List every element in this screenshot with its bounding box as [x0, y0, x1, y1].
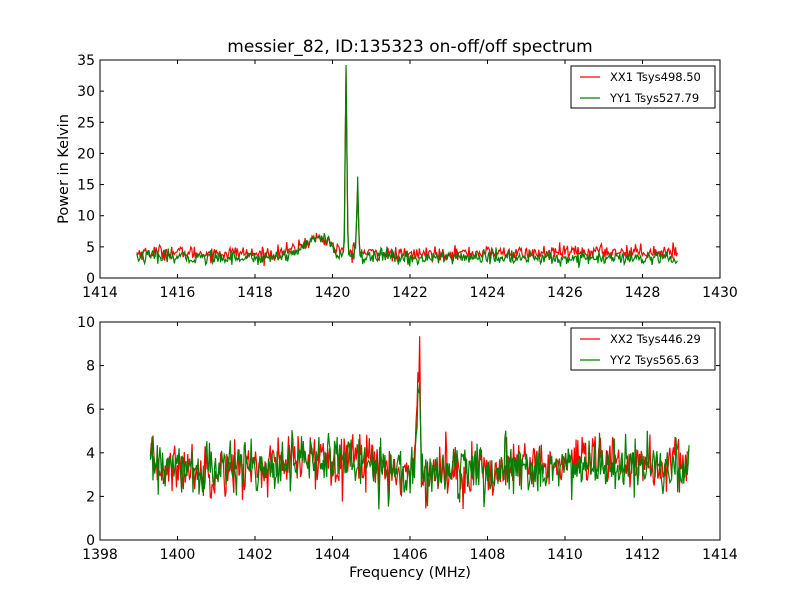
y-tick-label: 15 [77, 178, 95, 194]
y-tick-label: 10 [77, 315, 95, 331]
series-group [136, 64, 678, 268]
x-tick-label: 1412 [625, 547, 661, 563]
x-tick-label: 1400 [160, 547, 196, 563]
x-tick-label: 1424 [470, 285, 506, 301]
x-tick-label: 1406 [392, 547, 428, 563]
legend-label: XX1 Tsys498.50 [610, 70, 701, 84]
x-tick-label: 1410 [547, 547, 583, 563]
y-axis-label: Power in Kelvin [56, 114, 72, 224]
legend: XX1 Tsys498.50 YY1 Tsys527.79 [570, 65, 716, 109]
series-line-2 [149, 382, 690, 510]
x-tick-label: 1414 [82, 285, 118, 301]
y-tick-label: 0 [86, 271, 95, 287]
y-tick-label: 8 [86, 359, 95, 375]
y-tick-label: 5 [86, 240, 95, 256]
x-tick-label: 1414 [702, 547, 738, 563]
chart-panel-2: 1398 1400 1402 1404 1406 1408 1410 1412 1414 0 2 4 6… [77, 315, 738, 581]
series-line-2 [136, 64, 678, 268]
legend-box [570, 65, 716, 109]
legend: XX2 Tsys446.29 YY2 Tsys565.63 [570, 327, 716, 371]
x-tick-label: 1402 [237, 547, 273, 563]
y-tick-label: 6 [86, 402, 95, 418]
y-tick-label: 30 [77, 84, 95, 100]
legend-box [570, 327, 716, 371]
y-tick-label: 20 [77, 146, 95, 162]
x-tick-label: 1428 [625, 285, 661, 301]
x-tick-label: 1416 [160, 285, 196, 301]
legend-label: XX2 Tsys446.29 [610, 332, 701, 346]
legend-label: YY1 Tsys527.79 [609, 91, 699, 105]
x-tick-label: 1404 [315, 547, 351, 563]
y-tick-label: 35 [77, 53, 95, 69]
y-tick-label: 2 [86, 489, 95, 505]
x-tick-label: 1422 [392, 285, 428, 301]
x-tick-label: 1398 [82, 547, 118, 563]
x-tick-label: 1418 [237, 285, 273, 301]
chart-panel-1: 1414 1416 1418 1420 1422 1424 1426 1428 1430 0 5 10… [56, 37, 738, 301]
y-tick-label: 4 [86, 446, 95, 462]
x-axis-label: Frequency (MHz) [349, 565, 471, 581]
legend-label: YY2 Tsys565.63 [609, 353, 699, 367]
chart-title: messier_82, ID:135323 on-off/off spectru… [227, 37, 592, 57]
x-tick-label: 1426 [547, 285, 583, 301]
series-group [149, 336, 690, 510]
y-tick-label: 0 [86, 533, 95, 549]
y-tick-label: 25 [77, 115, 95, 131]
x-tick-label: 1420 [315, 285, 351, 301]
x-tick-label: 1430 [702, 285, 738, 301]
x-tick-label: 1408 [470, 547, 506, 563]
y-tick-label: 10 [77, 209, 95, 225]
